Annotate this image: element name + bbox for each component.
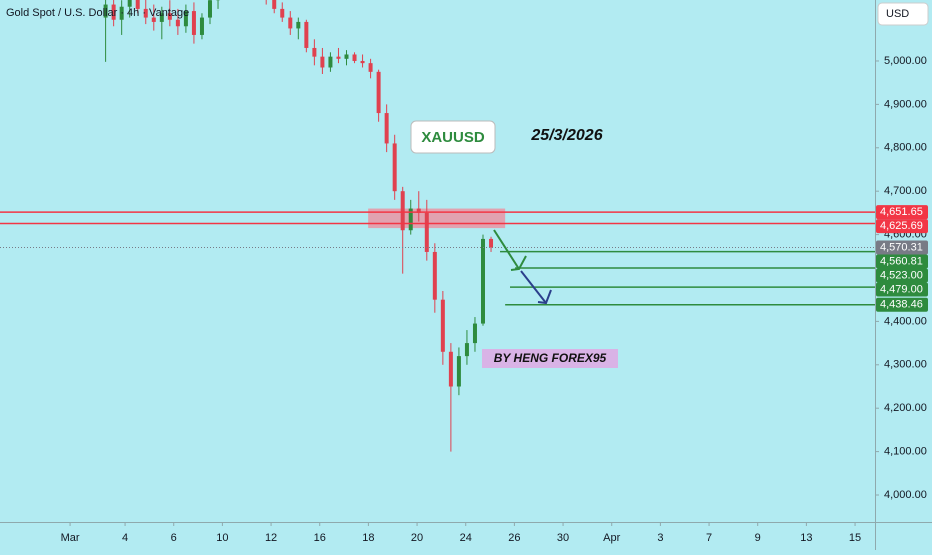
candle-body xyxy=(280,9,284,18)
y-tick-label: 4,700.00 xyxy=(884,185,927,197)
price-label: 4,625.69 xyxy=(880,220,923,232)
candle-body xyxy=(457,356,461,386)
arrow-line xyxy=(494,230,519,269)
candle-body xyxy=(449,352,453,387)
candle-body xyxy=(192,11,196,35)
price-label: 4,438.46 xyxy=(880,299,923,311)
x-tick-label: 24 xyxy=(460,532,472,544)
symbol-text: XAUUSD xyxy=(421,129,485,146)
candle-body xyxy=(361,61,365,63)
x-tick-label: Apr xyxy=(603,532,620,544)
candle-body xyxy=(312,48,316,57)
plot-area xyxy=(0,0,875,452)
candle-body xyxy=(369,63,373,72)
candle-body xyxy=(353,54,357,61)
x-tick-label: 3 xyxy=(657,532,663,544)
currency-label: USD xyxy=(886,8,909,20)
y-tick-label: 4,100.00 xyxy=(884,446,927,458)
x-tick-label: 13 xyxy=(800,532,812,544)
y-tick-label: 4,400.00 xyxy=(884,315,927,327)
y-tick-label: 4,300.00 xyxy=(884,359,927,371)
price-label: 4,479.00 xyxy=(880,283,923,295)
candle-body xyxy=(320,57,324,68)
candle-body xyxy=(328,57,332,68)
candle-body xyxy=(272,0,276,9)
y-tick-label: 4,200.00 xyxy=(884,402,927,414)
candle-body xyxy=(473,324,477,344)
candle-body xyxy=(208,0,212,17)
y-tick-label: 5,000.00 xyxy=(884,55,927,67)
y-tick-label: 4,800.00 xyxy=(884,142,927,154)
x-tick-label: 16 xyxy=(314,532,326,544)
price-label: 4,570.31 xyxy=(880,241,923,253)
date-text: 25/3/2026 xyxy=(530,127,602,144)
x-tick-label: 30 xyxy=(557,532,569,544)
x-tick-label: Mar xyxy=(61,532,80,544)
candle-body xyxy=(200,18,204,35)
x-tick-label: 4 xyxy=(122,532,128,544)
x-tick-label: 6 xyxy=(171,532,177,544)
candle-body xyxy=(377,72,381,113)
candle-body xyxy=(393,143,397,191)
candle-body xyxy=(465,343,469,356)
author-text: BY HENG FOREX95 xyxy=(494,351,607,365)
candle-body xyxy=(288,18,292,29)
x-tick-label: 12 xyxy=(265,532,277,544)
candle-body xyxy=(296,22,300,29)
x-tick-label: 18 xyxy=(362,532,374,544)
x-tick-label: 26 xyxy=(508,532,520,544)
chart-title: Gold Spot / U.S. Dollar · 4h · Vantage xyxy=(6,7,189,19)
candle-body xyxy=(401,191,405,230)
candle-body xyxy=(128,0,132,7)
candle-body xyxy=(441,300,445,352)
candle-body xyxy=(481,239,485,324)
candle-body xyxy=(433,252,437,300)
candle-body xyxy=(304,22,308,48)
x-tick-label: 9 xyxy=(755,532,761,544)
price-label: 4,523.00 xyxy=(880,269,923,281)
candle-body xyxy=(425,213,429,252)
x-tick-label: 7 xyxy=(706,532,712,544)
x-tick-label: 15 xyxy=(849,532,861,544)
candle-body xyxy=(176,20,180,27)
x-tick-label: 10 xyxy=(216,532,228,544)
candle-body xyxy=(385,113,389,143)
price-label: 4,560.81 xyxy=(880,255,923,267)
y-tick-label: 4,000.00 xyxy=(884,489,927,501)
candle-body xyxy=(344,54,348,58)
x-tick-label: 20 xyxy=(411,532,423,544)
candle-body xyxy=(489,239,493,248)
y-tick-label: 4,900.00 xyxy=(884,98,927,110)
candle-body xyxy=(336,57,340,59)
price-label: 4,651.65 xyxy=(880,206,923,218)
